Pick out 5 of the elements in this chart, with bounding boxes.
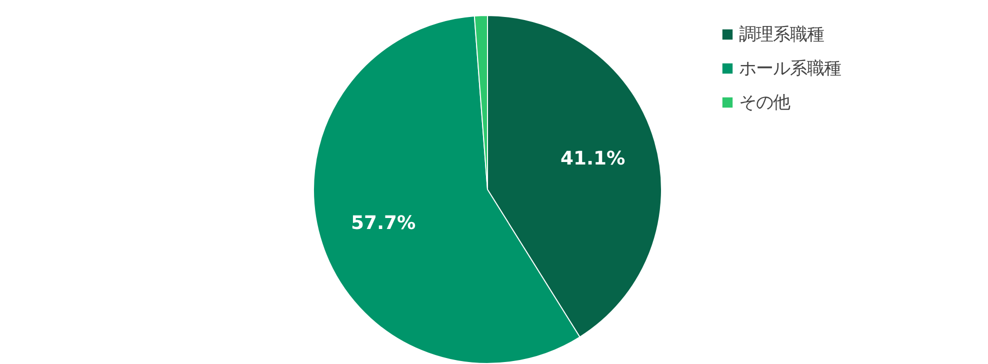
legend-label: 調理系職種 xyxy=(739,24,824,46)
legend-label: ホール系職種 xyxy=(739,58,841,80)
data-label: 41.1% xyxy=(560,148,626,170)
data-label: 57.7% xyxy=(350,213,416,234)
legend-label: その他 xyxy=(739,92,790,114)
